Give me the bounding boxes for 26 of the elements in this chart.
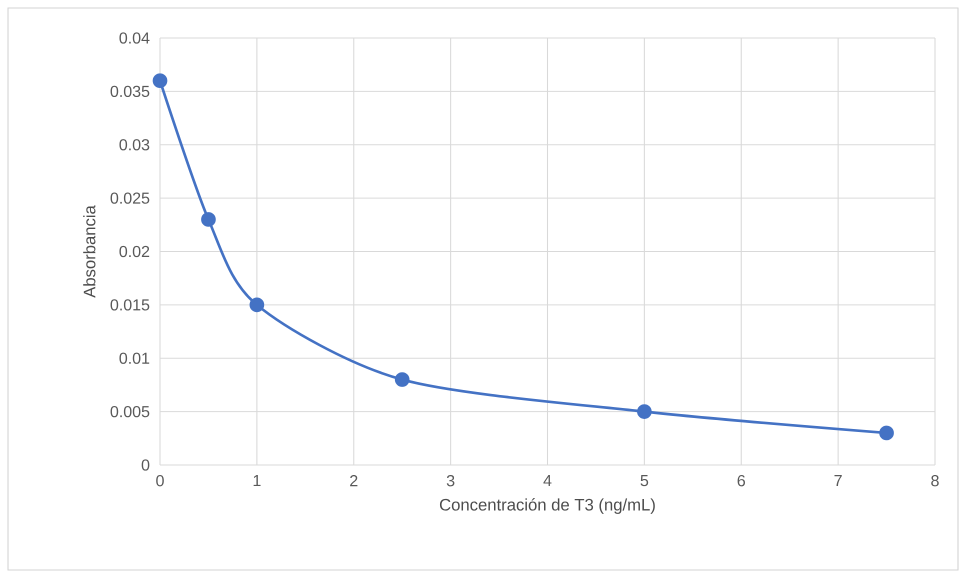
y-tick-label: 0.04 [119,32,150,44]
point [201,212,216,227]
x-tick-label: 3 [446,475,454,486]
point [879,426,894,440]
y-tick-label: 0.02 [119,246,150,258]
y-tick-label: 0.015 [110,299,150,311]
point [394,372,410,387]
x-tick-label: 8 [931,475,939,486]
y-tick-label: 0.005 [110,406,150,418]
y-tick-label: 0.03 [119,139,150,150]
y-tick-label: 0.035 [110,86,150,98]
point [250,298,264,312]
y-axis-title: Absorbancia [83,205,96,298]
point [637,404,652,419]
x-tick-label: 1 [254,475,261,486]
y-tick-label: 0.025 [110,192,150,204]
x-tick-label: 4 [543,475,552,486]
x-tick-label: 5 [640,475,648,486]
x-tick-label: 7 [834,475,842,486]
x-tick-label: 6 [738,475,745,486]
x-tick-label: 0 [156,475,164,486]
x-axis-title: Concentración de T3 (ng/mL) [440,498,655,514]
y-tick-label: 0.01 [119,352,150,364]
point [152,73,168,88]
x-tick-label: 2 [350,475,358,486]
y-tick-label: 0 [142,459,150,471]
